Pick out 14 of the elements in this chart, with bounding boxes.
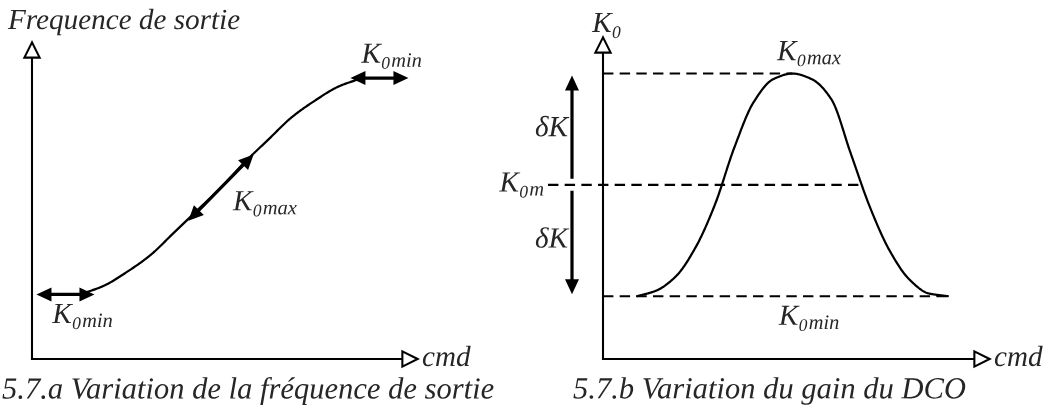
y-axis-title: Frequence de sortie — [7, 8, 240, 36]
ref-line-label: K₀$_{m}$ — [499, 172, 544, 198]
text: 5.7.a Variation de la fréquence de sortie — [2, 376, 494, 406]
y-axis-title: K₀ — [591, 12, 621, 39]
annotation: K₀$_{min}$ — [51, 303, 112, 330]
text: δK — [535, 115, 570, 137]
annotation: K₀$_{max}$ — [232, 191, 297, 217]
text: 5.7.b Variation du gain du DCO — [573, 377, 966, 405]
text: δK — [535, 227, 570, 248]
ref-line-label: K₀$_{min}$ — [778, 305, 839, 331]
text: K₀$_{min}$ — [361, 43, 422, 69]
x-axis-title: cmd — [994, 345, 1043, 367]
x-axis-title: cmd — [422, 345, 471, 367]
ref-line-label: K₀$_{max}$ — [776, 41, 841, 67]
